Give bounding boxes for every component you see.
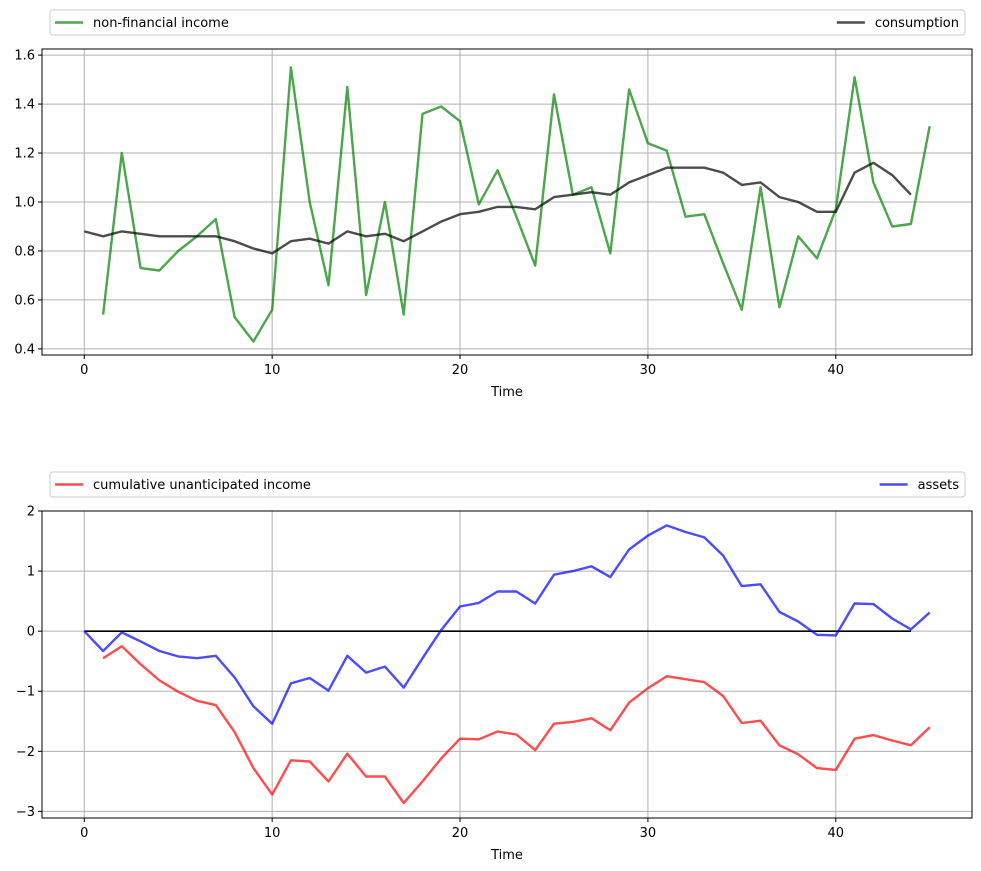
x-tick-label: 40 (828, 363, 845, 378)
x-tick-label: 10 (264, 826, 281, 841)
y-tick-label: 1.2 (14, 147, 35, 162)
y-tick-label: 1.4 (14, 98, 35, 113)
series-line-2 (83, 524, 931, 725)
y-tick-label: 0.6 (14, 293, 35, 308)
y-tick-label: −2 (16, 745, 35, 760)
axes-frame (41, 510, 973, 819)
y-tick-label: −1 (16, 685, 35, 700)
legend-label: cumulative unanticipated income (93, 478, 311, 493)
series-line-2 (83, 161, 912, 255)
x-tick-label: 20 (452, 363, 469, 378)
y-tick-label: 0.8 (14, 244, 35, 259)
y-tick-label: −3 (16, 805, 35, 820)
x-axis-label: Time (490, 848, 523, 863)
legend: cumulative unanticipated income assets (49, 471, 966, 498)
x-axis-label: Time (490, 385, 523, 400)
x-tick-label: 30 (640, 363, 657, 378)
y-tick-label: 2 (27, 505, 35, 520)
y-tick-label: 1 (27, 565, 35, 580)
x-tick-label: 20 (452, 826, 469, 841)
x-tick-label: 40 (828, 826, 845, 841)
y-tick-label: 1.6 (14, 49, 35, 64)
legend: non-financial income consumption (49, 9, 966, 36)
legend-label: assets (918, 478, 960, 493)
legend-box (49, 471, 966, 498)
legend-label: consumption (875, 16, 959, 31)
x-tick-label: 0 (80, 826, 88, 841)
y-tick-label: 0 (27, 625, 35, 640)
chart-panel-2: 0 10 20 30 40 −3 −2 −1 0 1 2 Time cumulative unantic… (16, 471, 973, 863)
series-line-1 (101, 66, 931, 343)
y-tick-label: 0.4 (14, 342, 35, 357)
x-tick-label: 30 (640, 826, 657, 841)
y-tick-label: 1.0 (14, 196, 35, 211)
chart-panel-1: 0 10 20 30 40 0.4 0.6 0.8 1.0 1.2 1.4 1.6 Time non-fi… (14, 9, 973, 400)
legend-box (49, 9, 966, 36)
series-line-1 (102, 645, 931, 805)
x-tick-label: 10 (264, 363, 281, 378)
legend-label: non-financial income (93, 16, 229, 31)
x-tick-label: 0 (80, 363, 88, 378)
